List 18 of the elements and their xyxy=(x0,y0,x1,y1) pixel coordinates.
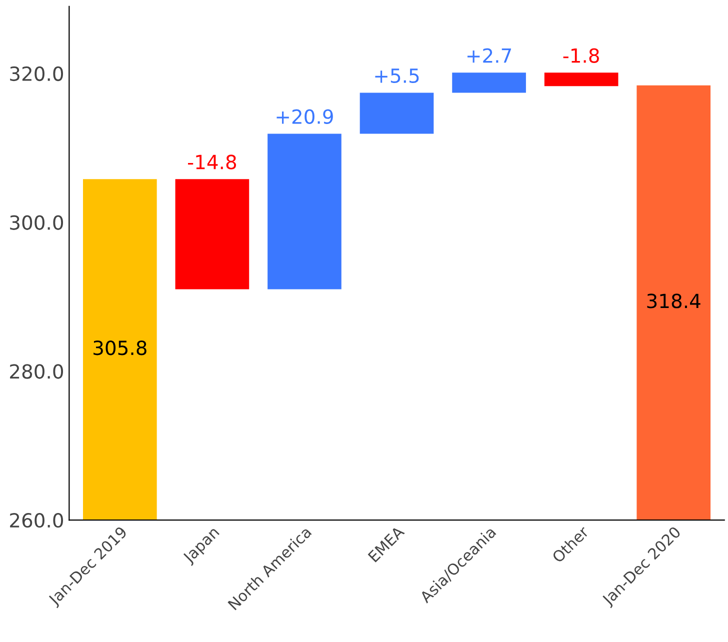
data-label: -14.8 xyxy=(188,154,236,170)
bar xyxy=(544,72,618,86)
bar xyxy=(175,179,250,290)
bar xyxy=(636,85,711,520)
data-label: 305.8 xyxy=(94,340,146,356)
y-tick-label: 260.0 xyxy=(10,512,64,528)
y-tick-label: 300.0 xyxy=(10,215,64,230)
data-label: +20.9 xyxy=(276,109,333,124)
bar xyxy=(452,72,526,93)
bar xyxy=(268,134,342,290)
bar xyxy=(360,92,434,134)
bar xyxy=(83,179,157,520)
data-label: -1.8 xyxy=(563,48,599,63)
y-tick-label: 320.0 xyxy=(10,66,64,82)
data-label: 318.4 xyxy=(647,294,700,308)
data-label: +5.5 xyxy=(375,68,419,84)
data-label: +2.7 xyxy=(467,48,511,63)
y-tick-label: 280.0 xyxy=(10,364,64,379)
